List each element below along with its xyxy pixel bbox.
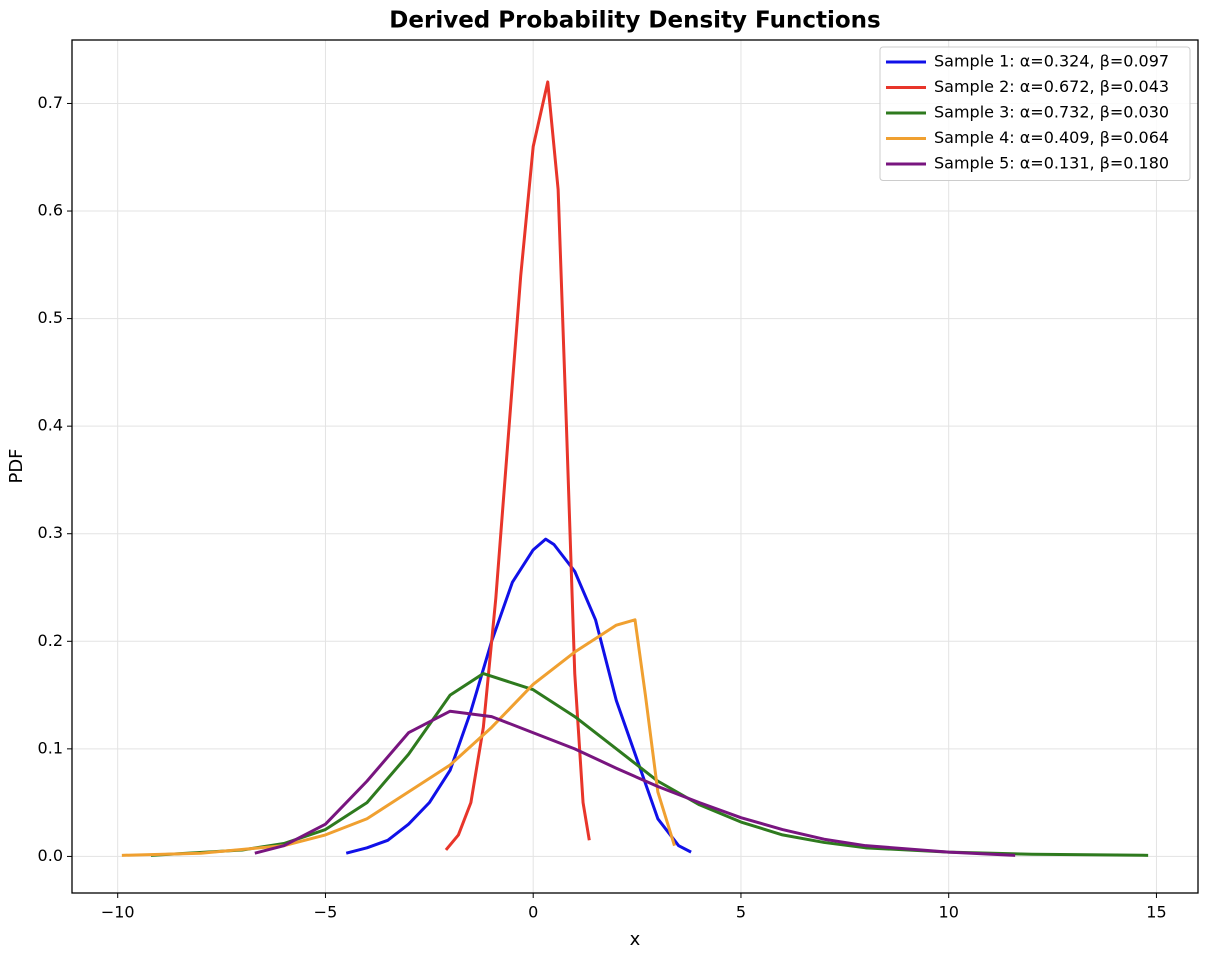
series-line [345, 537, 692, 855]
y-tick-label: 0.7 [38, 93, 63, 112]
x-axis-label: x [630, 929, 641, 950]
chart-title: Derived Probability Density Functions [389, 8, 880, 34]
y-axis-label: PDF [6, 448, 27, 483]
series-line [121, 618, 676, 857]
legend-label: Sample 3: α=0.732, β=0.030 [934, 103, 1169, 122]
y-tick-label: 0.5 [38, 308, 63, 327]
x-tick-label: 0 [528, 903, 538, 922]
legend-box [879, 46, 1191, 181]
y-tick-label: 0.0 [38, 846, 63, 865]
series-line [444, 80, 591, 851]
x-tick-label: 10 [939, 903, 959, 922]
x-tick-label: −10 [101, 903, 135, 922]
x-tick-label: −5 [314, 903, 338, 922]
y-tick-label: 0.4 [38, 416, 63, 435]
legend-label: Sample 4: α=0.409, β=0.064 [934, 128, 1169, 147]
legend-label: Sample 1: α=0.324, β=0.097 [934, 52, 1169, 71]
y-tick-label: 0.3 [38, 523, 63, 542]
series-line [254, 709, 1016, 857]
x-tick-label: 15 [1146, 903, 1166, 922]
legend-label: Sample 5: α=0.131, β=0.180 [934, 154, 1169, 173]
legend-label: Sample 2: α=0.672, β=0.043 [934, 77, 1169, 96]
series-line [150, 672, 1149, 857]
y-tick-label: 0.6 [38, 201, 63, 220]
y-tick-label: 0.1 [38, 738, 63, 757]
plot-frame [71, 39, 1199, 894]
x-tick-label: 5 [736, 903, 746, 922]
legend: Sample 1: α=0.324, β=0.097 Sample 2: α=0.… [879, 46, 1191, 181]
y-tick-label: 0.2 [38, 631, 63, 650]
